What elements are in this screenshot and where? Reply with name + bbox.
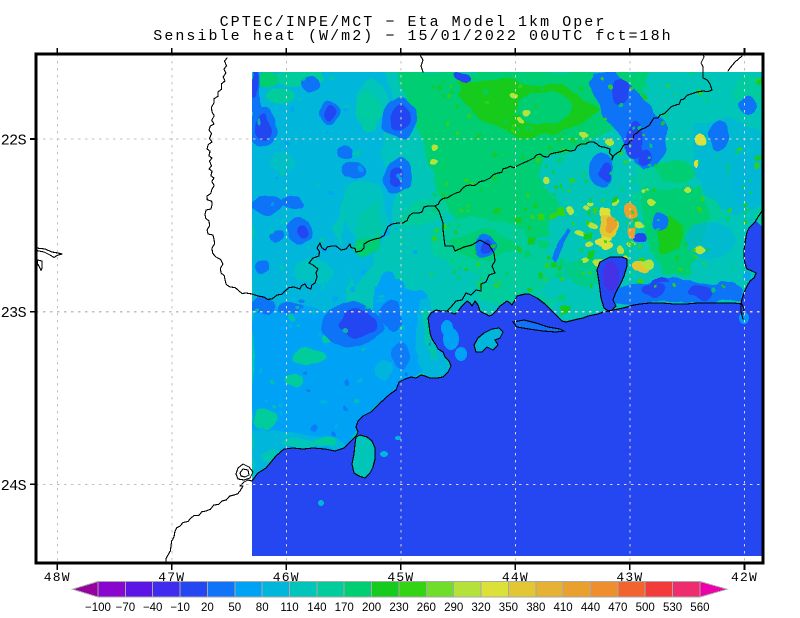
svg-text:440: 440 [581,602,600,614]
svg-text:470: 470 [608,602,627,614]
svg-text:320: 320 [471,602,490,614]
svg-text:−40: −40 [143,602,163,614]
svg-text:410: 410 [554,602,573,614]
svg-text:290: 290 [444,602,463,614]
svg-text:560: 560 [690,602,709,614]
svg-text:500: 500 [636,602,655,614]
svg-text:530: 530 [663,602,682,614]
svg-text:48W: 48W [44,570,71,585]
svg-text:380: 380 [526,602,545,614]
svg-text:23S: 23S [1,305,27,322]
svg-text:170: 170 [335,602,354,614]
svg-text:42W: 42W [731,570,758,585]
svg-text:−100: −100 [85,602,111,614]
svg-text:110: 110 [280,602,298,614]
svg-text:20: 20 [201,602,214,614]
svg-text:200: 200 [362,602,381,614]
svg-text:−70: −70 [116,602,136,614]
svg-text:22S: 22S [1,133,27,150]
svg-text:80: 80 [256,602,269,614]
svg-text:CPTEC/INPE/MCT − Eta Model 1k: CPTEC/INPE/MCT − Eta Model 1km Oper [220,14,607,31]
svg-text:50: 50 [228,602,241,614]
svg-text:140: 140 [307,602,326,614]
svg-text:230: 230 [389,602,408,614]
svg-text:350: 350 [499,602,518,614]
svg-text:260: 260 [417,602,436,614]
svg-text:Sensible heat (W/m2) − 15/01/2: Sensible heat (W/m2) − 15/01/2022 00UTC … [153,28,672,45]
svg-text:24S: 24S [1,478,27,495]
svg-text:−10: −10 [170,602,190,614]
